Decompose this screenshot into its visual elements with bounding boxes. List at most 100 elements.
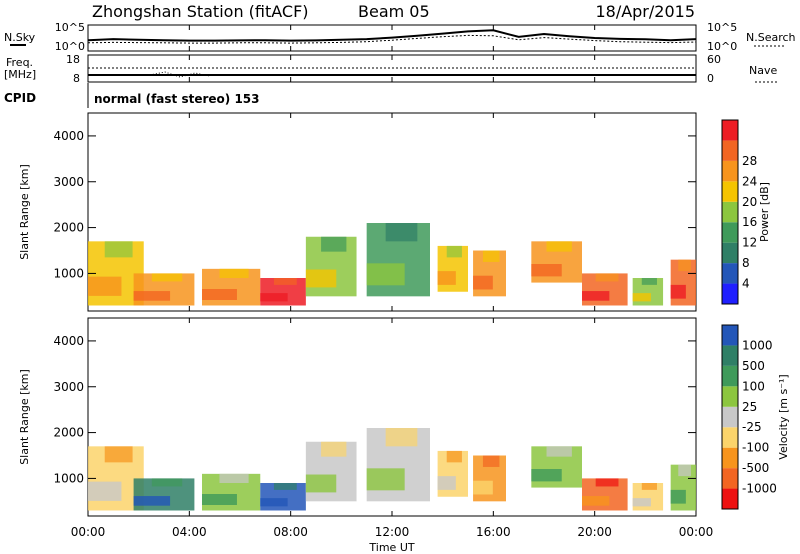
echo-region-core — [473, 275, 493, 290]
noise-right-tick-top: 10^5 — [707, 21, 737, 34]
colorbar-segment — [722, 181, 738, 202]
y-tick-label: 3000 — [53, 175, 84, 189]
colorbar-tick-label: 16 — [742, 215, 757, 229]
time-axis-label: Time UT — [368, 541, 414, 554]
colorbar-segment — [722, 427, 738, 448]
echo-region-edge — [482, 250, 500, 262]
echo-region-core — [260, 293, 288, 302]
echo-region-edge — [678, 464, 691, 477]
echo-region-edge — [219, 473, 249, 483]
colorbar-segment — [722, 283, 738, 304]
noise-right-tick-bottom: 10^0 — [707, 40, 737, 53]
echo-region-core — [366, 263, 405, 286]
echo-region-core — [437, 271, 456, 285]
colorbar-tick-label: 20 — [742, 195, 757, 209]
power-y-label: Slant Range [km] — [18, 164, 31, 260]
colorbar-segment — [722, 140, 738, 161]
echo-region-core — [366, 468, 405, 491]
freq-spike-mark — [149, 71, 211, 78]
beam-label: Beam 05 — [358, 2, 430, 21]
echo-region-edge — [151, 273, 183, 282]
echo-region-core — [305, 474, 337, 493]
colorbar-segment — [722, 447, 738, 469]
noise-left-label: N.Sky — [4, 31, 36, 44]
x-tick-label: 00:00 — [679, 525, 714, 539]
colorbar-segment — [722, 242, 738, 264]
echo-region-core — [260, 498, 288, 507]
y-tick-label: 3000 — [53, 380, 84, 394]
freq-unit-label: [MHz] — [4, 68, 36, 81]
echo-region-edge — [385, 428, 418, 447]
date-label: 18/Apr/2015 — [595, 2, 695, 21]
x-tick-label: 12:00 — [375, 525, 410, 539]
echo-region-edge — [446, 450, 462, 463]
colorbar-segment — [722, 406, 738, 428]
power-colorbar: 4 8 12 16 20 24 28 — [721, 119, 757, 305]
freq-label: Freq. — [6, 56, 33, 69]
colorbar-tick-label: 1000 — [742, 338, 773, 352]
y-tick-label: 2000 — [53, 426, 84, 440]
echo-region-core — [88, 481, 122, 501]
echo-region-edge — [595, 478, 619, 487]
velocity-colorbar: -1000 -500 -100 -25 25 100 500 1000 — [721, 324, 777, 510]
echo-region-core — [133, 291, 171, 301]
echo-region-core — [632, 293, 651, 302]
colorbar-segment — [722, 120, 738, 141]
station-title: Zhongshan Station (fitACF) — [92, 2, 309, 21]
echo-region-core — [531, 469, 562, 482]
colorbar-tick-label: -100 — [742, 441, 769, 455]
y-tick-label: 4000 — [53, 129, 84, 143]
echo-region-core — [305, 269, 337, 288]
echo-region-edge — [273, 278, 297, 285]
freq-tick-top: 18 — [66, 53, 80, 66]
echo-region-edge — [446, 245, 462, 258]
echo-region-edge — [641, 278, 657, 285]
echo-region-edge — [104, 241, 133, 258]
colorbar-tick-label: 28 — [742, 154, 757, 168]
echo-region-core — [670, 284, 686, 299]
echo-region-edge — [595, 273, 619, 282]
colorbar-tick-label: -500 — [742, 461, 769, 475]
freq-tick-bottom: 8 — [73, 72, 80, 85]
x-tick-label: 20:00 — [577, 525, 612, 539]
echo-region-edge — [151, 478, 183, 487]
colorbar-segment — [722, 201, 738, 223]
echo-region-edge — [482, 455, 500, 467]
noise-panel: N.Sky 10^5 10^0 10^5 10^0 N.Search — [4, 21, 796, 53]
colorbar-segment — [722, 488, 738, 509]
x-tick-label: 04:00 — [172, 525, 207, 539]
colorbar-tick-label: -25 — [742, 420, 762, 434]
echo-region-core — [531, 264, 562, 277]
colorbar-segment — [722, 468, 738, 489]
echo-region-core — [437, 476, 456, 490]
n-sky-series-line — [87, 29, 697, 42]
noise-left-tick-bottom: 10^0 — [55, 40, 85, 53]
echo-region-edge — [678, 259, 691, 272]
power-colorbar-label: Power [dB] — [758, 182, 771, 242]
colorbar-tick-label: 100 — [742, 379, 765, 393]
colorbar-frame — [721, 119, 739, 305]
echo-region-edge — [321, 236, 347, 252]
nave-tick-top: 60 — [707, 53, 721, 66]
echo-region-edge — [641, 483, 657, 490]
power-echo-regions — [88, 223, 696, 306]
echo-region-core — [133, 496, 171, 506]
echo-region-edge — [273, 483, 297, 490]
colorbar-segment — [722, 386, 738, 407]
colorbar-segment — [722, 263, 738, 284]
echo-region-core — [473, 480, 493, 495]
x-tick-label: 00:00 — [71, 525, 106, 539]
colorbar-tick-label: 8 — [742, 256, 750, 270]
colorbar-tick-label: 25 — [742, 400, 757, 414]
velocity-y-label: Slant Range [km] — [18, 369, 31, 465]
velocity-y-ticks: 4000 3000 2000 1000 — [53, 334, 696, 485]
echo-region-core — [632, 498, 651, 507]
power-panel: 4000 3000 2000 1000 Slant Range [km] 4 8 12 16… — [18, 112, 771, 312]
n-search-series-line — [87, 34, 697, 44]
y-tick-label: 4000 — [53, 334, 84, 348]
colorbar-segment — [722, 325, 738, 346]
y-tick-label: 1000 — [53, 266, 84, 280]
colorbar-segment — [722, 222, 738, 243]
